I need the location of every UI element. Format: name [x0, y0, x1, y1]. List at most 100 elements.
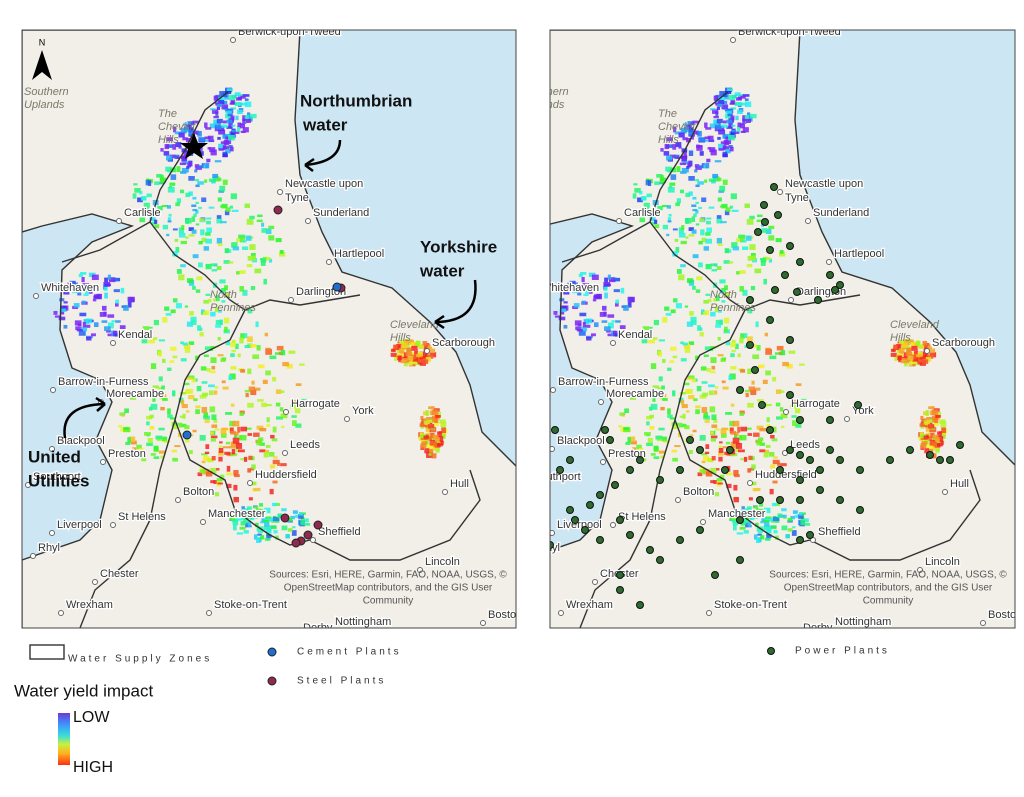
impact-cell [679, 189, 685, 194]
impact-cell [232, 420, 240, 427]
impact-cell [419, 423, 424, 427]
impact-cell [744, 98, 749, 101]
impact-cell [710, 431, 714, 435]
impact-cell [214, 386, 219, 389]
star [180, 133, 208, 159]
impact-cell [771, 502, 777, 507]
impact-cell [667, 217, 672, 221]
impact-cell [726, 483, 732, 489]
impact-cell [269, 451, 275, 457]
impact-cell [648, 339, 656, 344]
impact-cell [406, 359, 412, 362]
impact-cell [712, 109, 719, 114]
impact-cell [133, 183, 138, 186]
impact-cell [686, 166, 690, 169]
impact-cell [627, 437, 631, 443]
impact-cell [146, 421, 150, 426]
impact-cell [427, 354, 434, 359]
impact-cell [710, 311, 716, 317]
impact-cell [757, 530, 763, 534]
impact-cell [398, 348, 405, 354]
impact-cell [94, 294, 101, 299]
impact-cell [691, 378, 696, 383]
town-dot [296, 634, 301, 639]
impact-cell [703, 455, 710, 461]
impact-cell [197, 325, 201, 331]
impact-cell [906, 347, 912, 352]
region-label: Hills [390, 332, 411, 344]
impact-cell [179, 392, 186, 395]
impact-cell [924, 424, 931, 429]
impact-cell [647, 437, 653, 443]
impact-cell [579, 312, 587, 317]
impact-cell [201, 163, 205, 169]
impact-cell [433, 442, 437, 447]
impact-cell [747, 468, 752, 473]
impact-cell [662, 398, 668, 401]
impact-cell [149, 326, 153, 330]
impact-cell [730, 430, 736, 435]
impact-cell [575, 326, 582, 331]
impact-cell [282, 361, 289, 367]
impact-cell [585, 324, 591, 328]
impact-cell [709, 147, 716, 153]
impact-cell [195, 289, 201, 293]
impact-cell [749, 244, 756, 250]
impact-cell [195, 201, 199, 204]
impact-cell [757, 533, 762, 536]
region-label: Cheviot [658, 121, 696, 133]
impact-cell [169, 417, 176, 420]
impact-cell [182, 413, 186, 419]
impact-cell [434, 417, 439, 424]
impact-cell [150, 363, 157, 370]
impact-cell [206, 227, 212, 233]
impact-cell [199, 466, 205, 472]
impact-cell [633, 183, 638, 186]
power-plant [776, 496, 784, 504]
impact-cell [716, 478, 723, 482]
impact-cell [188, 234, 195, 237]
impact-cell [649, 425, 655, 430]
impact-cell [185, 438, 190, 443]
impact-cell [750, 389, 757, 396]
impact-cell [756, 439, 763, 446]
town-dot [747, 480, 753, 486]
impact-cell [734, 474, 740, 478]
impact-cell [682, 137, 688, 141]
impact-cell [216, 468, 220, 471]
impact-cell [432, 434, 439, 439]
zone-outline [550, 30, 1015, 552]
impact-cell [718, 445, 722, 450]
impact-cell [429, 427, 437, 433]
impact-cell [922, 359, 929, 364]
impact-cell [162, 436, 168, 442]
impact-cell [164, 306, 170, 311]
impact-cell [657, 387, 664, 390]
impact-cell [205, 444, 210, 450]
impact-cell [898, 348, 905, 354]
impact-cell [766, 516, 772, 519]
impact-cell [644, 432, 651, 436]
impact-cell [234, 514, 242, 521]
impact-cell [924, 421, 930, 426]
impact-cell [114, 302, 119, 307]
impact-cell [720, 428, 727, 435]
impact-cell [246, 264, 253, 268]
impact-cell [147, 437, 153, 443]
impact-cell [263, 278, 267, 285]
impact-cell [195, 223, 200, 226]
impact-cell [252, 488, 256, 492]
impact-cell [699, 218, 705, 222]
impact-cell [919, 344, 924, 349]
impact-cell [730, 453, 738, 457]
impact-cell [724, 317, 730, 324]
impact-cell [234, 474, 240, 478]
impact-cell [607, 274, 611, 280]
impact-cell [263, 518, 270, 521]
impact-cell [687, 278, 694, 283]
impact-cell [158, 376, 163, 382]
impact-cell [217, 103, 223, 107]
impact-cell [628, 394, 635, 398]
impact-cell [663, 440, 670, 443]
impact-cell [724, 326, 728, 333]
